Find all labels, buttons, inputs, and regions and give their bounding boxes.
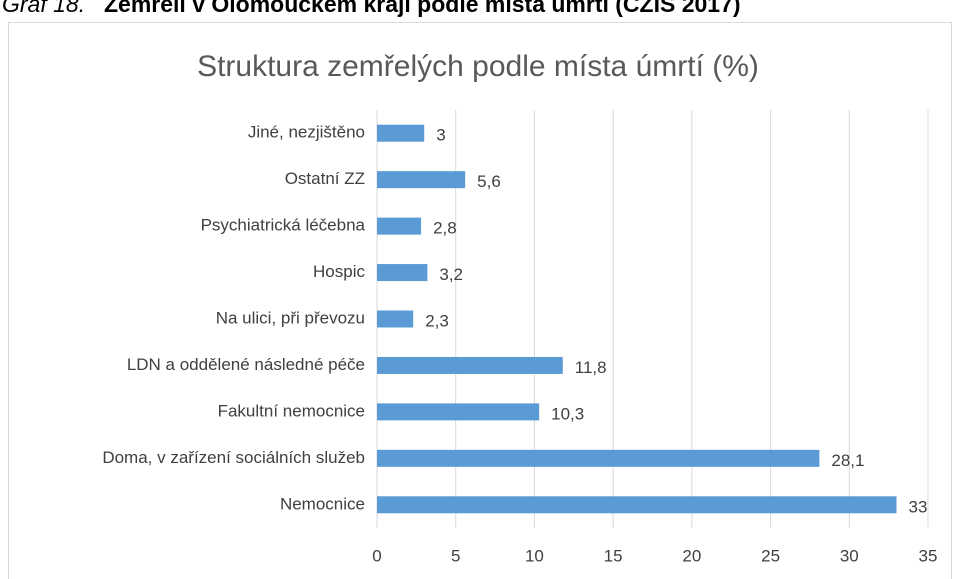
- bar: [377, 449, 820, 467]
- data-label: 3,2: [439, 265, 463, 284]
- x-tick-label: 0: [372, 546, 381, 565]
- x-tick-label: 25: [761, 546, 780, 565]
- y-tick-label: Doma, v zařízení sociálních služeb: [102, 448, 365, 467]
- x-tick-label: 15: [604, 546, 623, 565]
- x-tick-label: 5: [451, 546, 460, 565]
- bar: [377, 217, 422, 235]
- bar: [377, 356, 563, 374]
- x-tick-label: 35: [919, 546, 938, 565]
- bar: [377, 171, 466, 189]
- y-tick-label: Nemocnice: [280, 494, 365, 513]
- y-tick-label: LDN a oddělené následné péče: [127, 355, 365, 374]
- data-label: 2,3: [425, 311, 449, 330]
- caption-label: Graf 18.: [2, 0, 85, 17]
- bar: [377, 496, 897, 514]
- data-label: 2,8: [433, 219, 457, 238]
- data-label: 33: [909, 497, 928, 516]
- x-tick-label: 20: [682, 546, 701, 565]
- data-label: 5,6: [477, 172, 501, 191]
- chart-frame: [8, 22, 952, 579]
- x-tick-label: 10: [525, 546, 544, 565]
- bar: [377, 403, 540, 421]
- data-label: 10,3: [551, 404, 584, 423]
- data-label: 3: [436, 126, 445, 145]
- y-tick-label: Fakultní nemocnice: [218, 401, 365, 420]
- bar: [377, 264, 428, 282]
- y-tick-label: Na ulici, při převozu: [216, 308, 365, 327]
- y-tick-label: Ostatní ZZ: [285, 169, 365, 188]
- bar: [377, 310, 414, 328]
- data-label: 11,8: [575, 358, 607, 377]
- bar: [377, 124, 425, 142]
- y-tick-label: Hospic: [313, 262, 365, 281]
- data-label: 28,1: [831, 451, 864, 470]
- caption-text: Zemřelí v Olomouckém kraji podle místa ú…: [104, 0, 741, 17]
- y-tick-label: Jiné, nezjištěno: [248, 123, 365, 142]
- y-tick-label: Psychiatrická léčebna: [201, 216, 366, 235]
- x-tick-label: 30: [840, 546, 859, 565]
- chart-title: Struktura zemřelých podle místa úmrtí (%…: [197, 50, 759, 83]
